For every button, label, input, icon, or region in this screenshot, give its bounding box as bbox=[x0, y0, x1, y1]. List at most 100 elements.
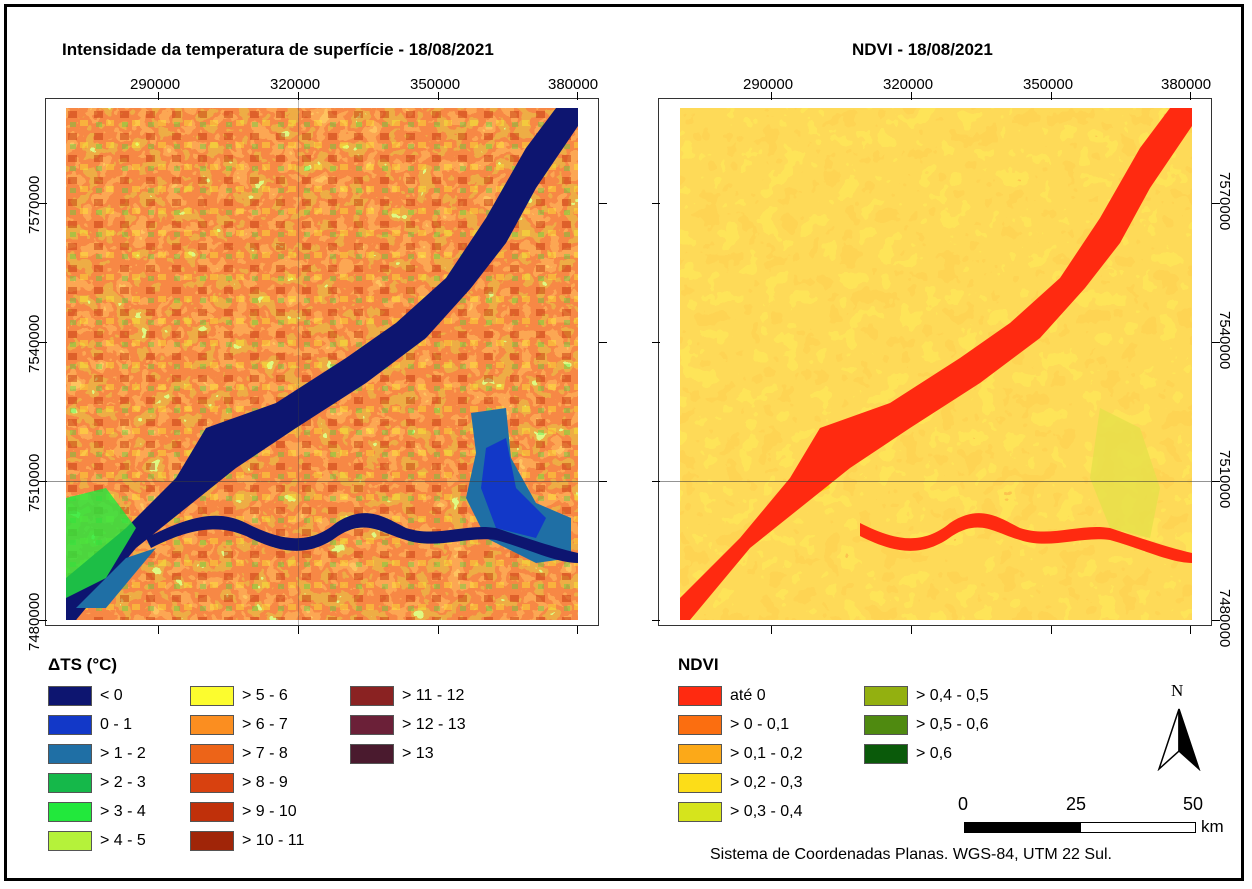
lst-tick-x-bottom bbox=[158, 626, 159, 634]
ndvi-legend-label: > 0,5 - 0,6 bbox=[916, 716, 989, 733]
ndvi-legend-swatch bbox=[864, 715, 908, 735]
scale-label-0: 0 bbox=[958, 794, 969, 814]
ndvi-grid-line-h bbox=[658, 481, 1212, 482]
ndvi-tick-x-top bbox=[1190, 92, 1191, 100]
ndvi-legend-swatch bbox=[864, 686, 908, 706]
lst-tick-x-top bbox=[438, 92, 439, 100]
ts-legend-label: > 6 - 7 bbox=[242, 716, 288, 733]
ndvi-y-label: 7480000 bbox=[1216, 589, 1233, 648]
lst-tick-x-top bbox=[298, 92, 299, 100]
ts-legend-swatch bbox=[48, 773, 92, 793]
ndvi-legend-label: até 0 bbox=[730, 687, 766, 704]
ts-legend-swatch bbox=[190, 831, 234, 851]
lst-tick-y-right bbox=[599, 481, 607, 482]
ts-legend-label: > 4 - 5 bbox=[100, 832, 146, 849]
ndvi-legend-swatch bbox=[678, 715, 722, 735]
ndvi-tick-y-right bbox=[1212, 342, 1220, 343]
lst-map-raster bbox=[66, 108, 578, 620]
ts-legend-label: > 5 - 6 bbox=[242, 687, 288, 704]
ts-legend-swatch bbox=[48, 686, 92, 706]
lst-y-label: 7570000 bbox=[26, 175, 43, 234]
ndvi-x-label: 290000 bbox=[743, 76, 794, 93]
ts-legend-swatch bbox=[190, 773, 234, 793]
scale-label-50: 50 bbox=[1183, 794, 1204, 814]
ndvi-x-label: 320000 bbox=[883, 76, 934, 93]
lst-tick-x-bottom bbox=[577, 626, 578, 634]
lst-tick-x-bottom bbox=[298, 626, 299, 634]
ndvi-legend-swatch bbox=[678, 744, 722, 764]
ts-legend-swatch bbox=[190, 802, 234, 822]
ndvi-x-label: 380000 bbox=[1161, 76, 1212, 93]
lst-y-label: 7510000 bbox=[26, 453, 43, 512]
lst-tick-y-left bbox=[39, 203, 47, 204]
scale-label-25: 25 bbox=[1066, 794, 1087, 814]
ndvi-tick-y-right bbox=[1212, 481, 1220, 482]
ndvi-legend-label: > 0,3 - 0,4 bbox=[730, 803, 803, 820]
north-label: N bbox=[1171, 681, 1184, 700]
lst-tick-y-left bbox=[39, 620, 47, 621]
lst-tick-y-right bbox=[599, 342, 607, 343]
ndvi-legend-label: > 0,2 - 0,3 bbox=[730, 774, 803, 791]
ts-legend-label: > 12 - 13 bbox=[402, 716, 466, 733]
ts-legend-label: > 13 bbox=[402, 745, 434, 762]
ndvi-map-raster bbox=[680, 108, 1192, 620]
lst-y-label: 7480000 bbox=[26, 592, 43, 651]
lst-tick-x-top bbox=[577, 92, 578, 100]
ts-legend-swatch bbox=[48, 715, 92, 735]
ndvi-y-label: 7570000 bbox=[1216, 172, 1233, 231]
ndvi-y-label: 7510000 bbox=[1216, 450, 1233, 509]
lst-grid-line-h bbox=[45, 481, 599, 482]
coordinate-system-note: Sistema de Coordenadas Planas. WGS-84, U… bbox=[710, 846, 1112, 863]
ndvi-tick-x-top bbox=[911, 92, 912, 100]
lst-grid-line-v bbox=[298, 98, 299, 626]
figure-frame bbox=[4, 4, 1244, 881]
ndvi-tick-y-left bbox=[652, 203, 660, 204]
ts-legend-label: > 2 - 3 bbox=[100, 774, 146, 791]
ts-legend-label: > 8 - 9 bbox=[242, 774, 288, 791]
lst-y-label: 7540000 bbox=[26, 314, 43, 373]
ndvi-tick-y-right bbox=[1212, 620, 1220, 621]
ts-legend-label: 0 - 1 bbox=[100, 716, 133, 733]
ts-legend-swatch bbox=[48, 744, 92, 764]
scale-unit: km bbox=[1201, 817, 1224, 836]
ts-legend-label: > 11 - 12 bbox=[402, 687, 465, 704]
ndvi-tick-x-top bbox=[771, 92, 772, 100]
ts-legend-swatch bbox=[48, 831, 92, 851]
ts-legend-label: > 10 - 11 bbox=[242, 832, 305, 849]
ndvi-legend-label: > 0,4 - 0,5 bbox=[916, 687, 989, 704]
ts-legend-swatch bbox=[190, 744, 234, 764]
ts-legend-label: < 0 bbox=[100, 687, 123, 704]
ts-legend-title: ΔTS (°C) bbox=[48, 655, 118, 674]
lst-tick-y-left bbox=[39, 342, 47, 343]
lst-x-label: 380000 bbox=[548, 76, 599, 93]
ts-legend-label: > 3 - 4 bbox=[100, 803, 146, 820]
ts-legend-label: > 7 - 8 bbox=[242, 745, 288, 762]
ndvi-y-label: 7540000 bbox=[1216, 311, 1233, 370]
right-map-title: NDVI - 18/08/2021 bbox=[852, 40, 993, 59]
ndvi-x-label: 350000 bbox=[1023, 76, 1074, 93]
ndvi-legend-swatch bbox=[678, 686, 722, 706]
ts-legend-swatch bbox=[190, 715, 234, 735]
ndvi-legend-swatch bbox=[678, 773, 722, 793]
ndvi-legend-label: > 0,6 bbox=[916, 745, 953, 762]
ndvi-tick-y-left bbox=[652, 481, 660, 482]
north-arrow-icon bbox=[1157, 708, 1201, 771]
ndvi-tick-y-left bbox=[652, 620, 660, 621]
lst-x-label: 350000 bbox=[410, 76, 461, 93]
ndvi-legend-swatch bbox=[864, 744, 908, 764]
ndvi-tick-x-bottom bbox=[911, 626, 912, 634]
ndvi-tick-x-top bbox=[1051, 92, 1052, 100]
ts-legend-swatch bbox=[190, 686, 234, 706]
ndvi-tick-x-bottom bbox=[1051, 626, 1052, 634]
lst-tick-x-bottom bbox=[438, 626, 439, 634]
lst-tick-x-top bbox=[158, 92, 159, 100]
ts-legend-swatch bbox=[350, 715, 394, 735]
lst-x-label: 320000 bbox=[270, 76, 321, 93]
ndvi-legend-label: > 0,1 - 0,2 bbox=[730, 745, 803, 762]
ndvi-legend-label: > 0 - 0,1 bbox=[730, 716, 790, 733]
ndvi-tick-y-right bbox=[1212, 203, 1220, 204]
ndvi-tick-x-bottom bbox=[771, 626, 772, 634]
ndvi-tick-x-bottom bbox=[1190, 626, 1191, 634]
ndvi-tick-y-left bbox=[652, 342, 660, 343]
lst-tick-y-left bbox=[39, 481, 47, 482]
